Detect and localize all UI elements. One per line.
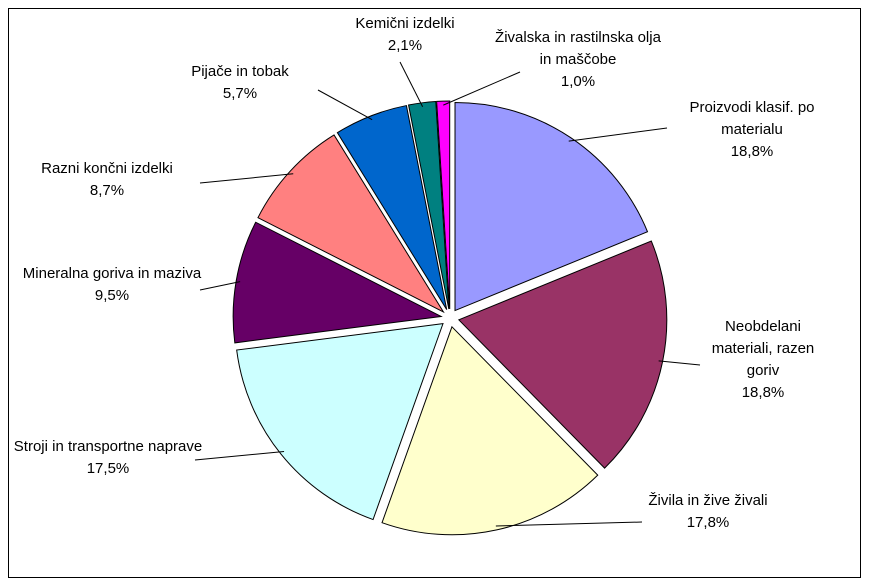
pie-slice [454,102,649,312]
category-label: Neobdelani materiali, razen goriv [711,318,815,379]
pie-slice [407,100,450,310]
slice-label: Živila in žive živali 17,8% [613,490,803,534]
slice-label: Kemični izdelki 2,1% [325,13,485,57]
value-label: 17,5% [86,460,130,477]
pie-slice [336,104,448,310]
pie-slice [257,134,445,314]
leader-line [443,71,521,106]
category-label: Pijače in tobak [191,63,289,80]
category-label: Kemični izdelki [355,15,455,32]
value-label: 8,7% [89,182,125,199]
leader-line [399,61,424,107]
pie-slice [236,323,444,521]
leader-line [199,173,294,184]
category-label: Proizvodi klasif. po materialu [689,99,815,138]
leader-line [658,360,701,366]
leader-line [317,89,373,121]
pie-slice [381,325,599,536]
value-label: 18,8% [730,143,774,160]
value-label: 9,5% [94,287,130,304]
category-label: Stroji in transportne naprave [13,438,203,455]
slice-label: Razni končni izdelki 8,7% [7,158,207,202]
slice-label: Pijače in tobak 5,7% [160,61,320,105]
pie-slice [436,100,451,310]
value-label: 17,8% [686,514,730,531]
category-label: Razni končni izdelki [41,160,173,177]
leader-line [199,281,241,291]
value-label: 18,8% [741,384,785,401]
leader-line [194,451,285,461]
slice-label: Mineralna goriva in maziva 9,5% [22,263,202,307]
slice-label: Živalska in rastilnska olja in maščobe 1,… [493,27,663,93]
pie-slice [232,221,443,344]
slice-label: Proizvodi klasif. po materialu 18,8% [662,97,842,163]
category-label: Mineralna goriva in maziva [22,265,202,282]
category-label: Živalska in rastilnska olja in maščobe [495,29,661,68]
slice-label: Stroji in transportne naprave 17,5% [8,436,208,480]
leader-line [568,127,668,142]
value-label: 1,0% [560,73,596,90]
leader-line [495,521,643,527]
value-label: 5,7% [222,85,258,102]
slice-label: Neobdelani materiali, razen goriv 18,8% [703,316,823,404]
value-label: 2,1% [387,37,423,54]
category-label: Živila in žive živali [648,492,768,509]
